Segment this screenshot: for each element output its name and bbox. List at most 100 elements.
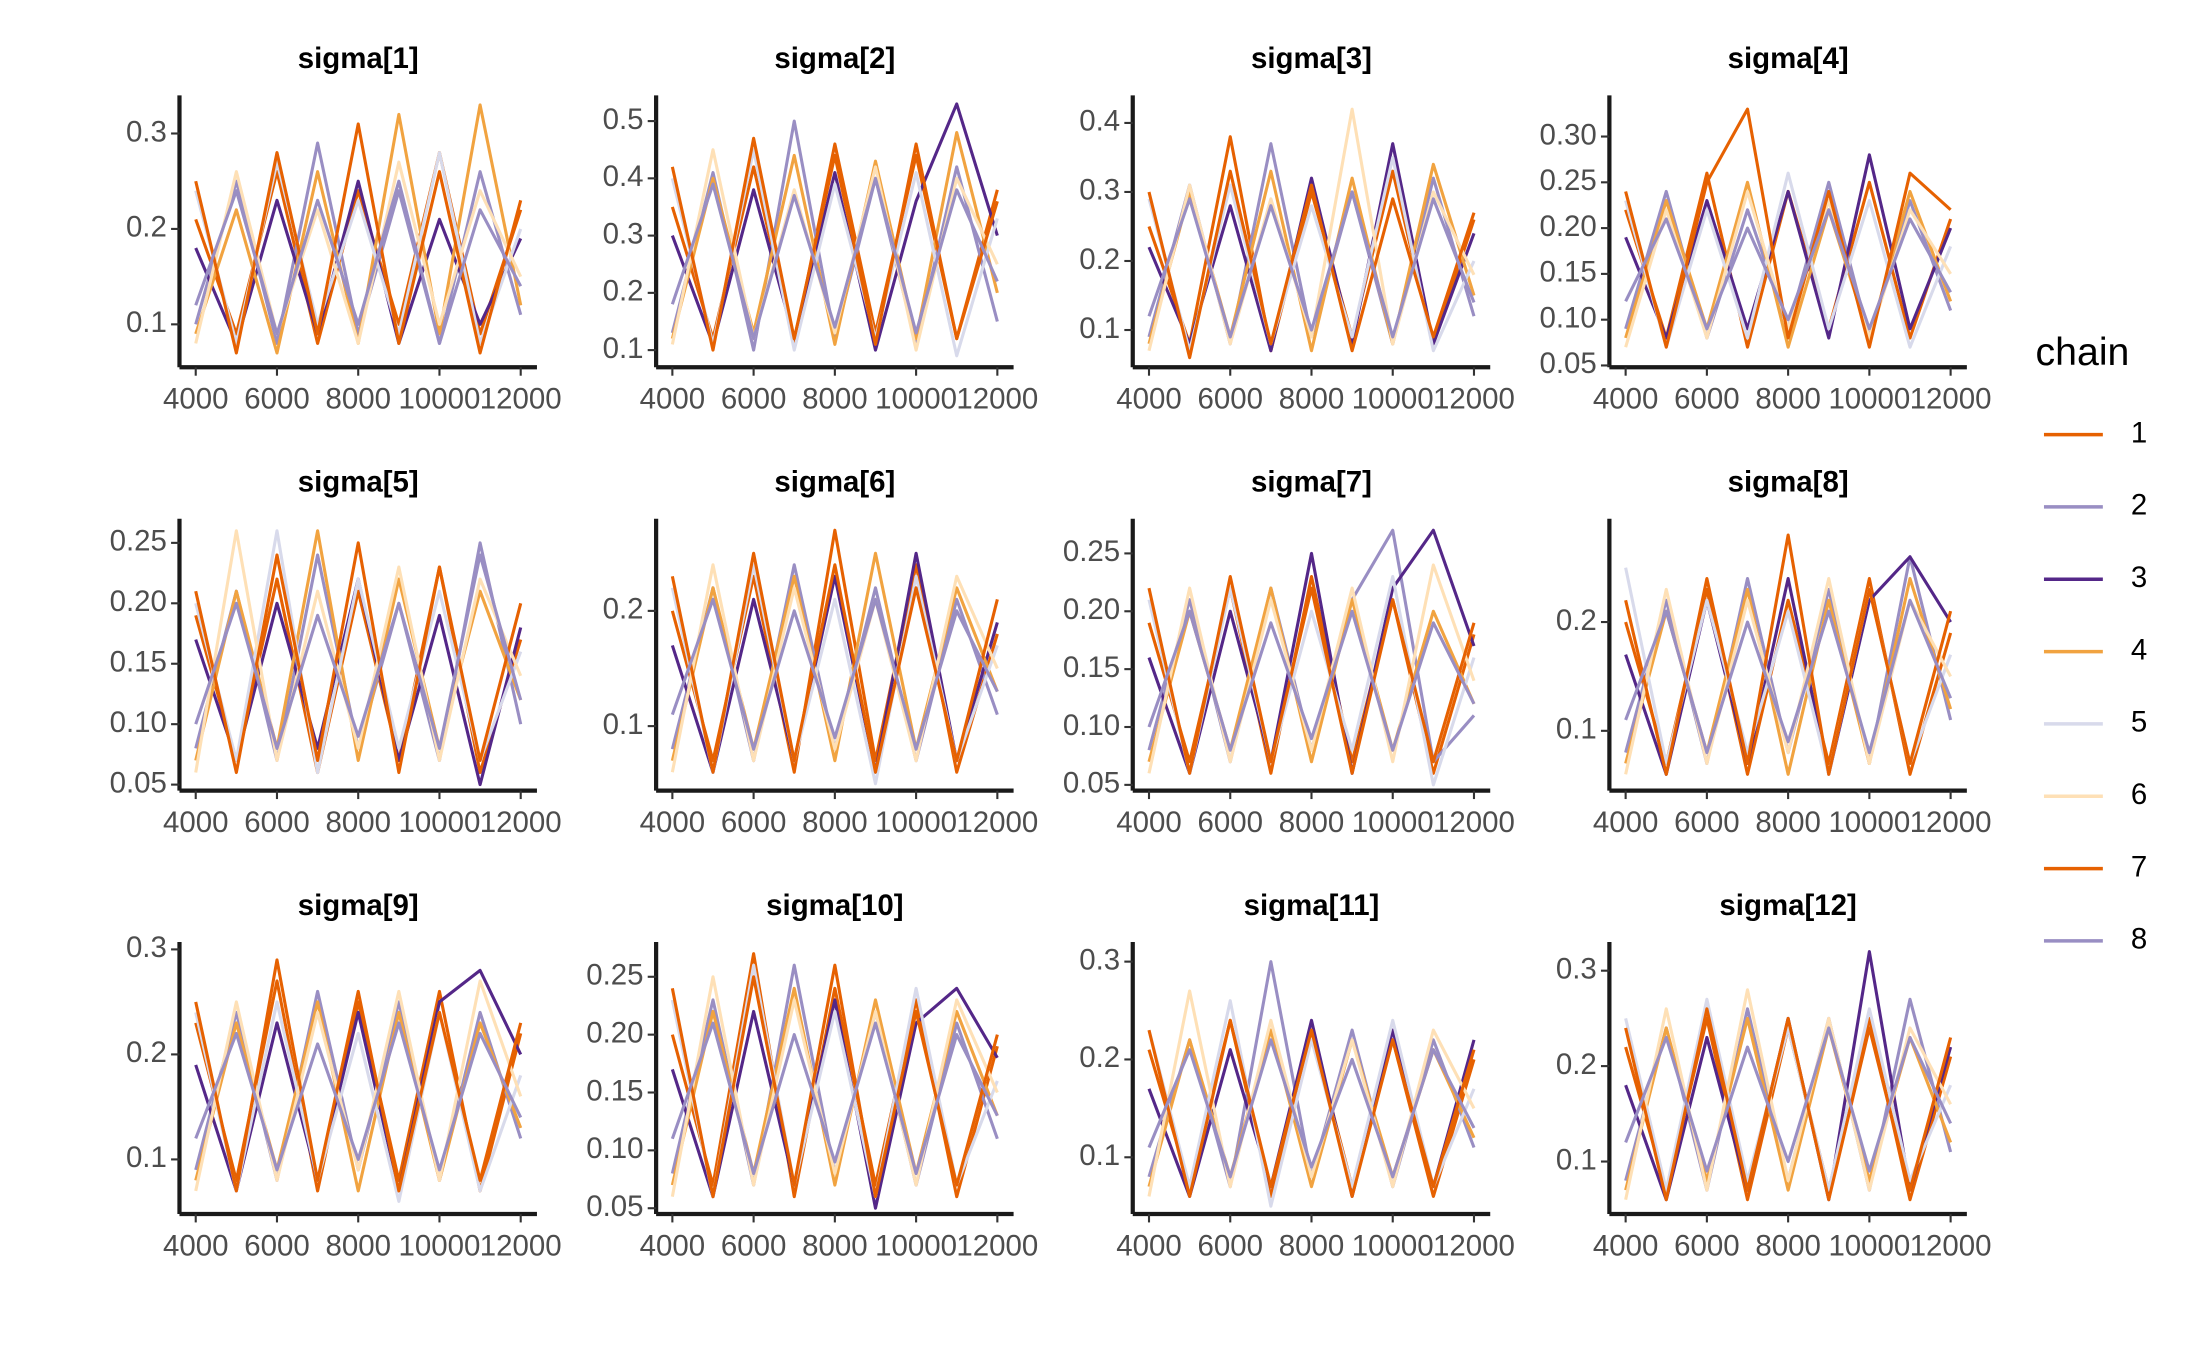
x-tick-label: 4000 — [1593, 383, 1658, 416]
y-tick-label: 0.05 — [1063, 767, 1120, 800]
panel-title: sigma[3] — [1251, 42, 1372, 75]
y-tick-label: 0.1 — [1079, 1139, 1120, 1172]
y-tick-label: 0.15 — [1540, 256, 1597, 289]
panel-title: sigma[5] — [298, 465, 419, 498]
x-tick-label: 10000 — [1828, 806, 1910, 839]
trace-line — [1147, 1018, 1476, 1198]
x-tick-label: 8000 — [802, 1229, 867, 1262]
trace-line — [194, 1021, 523, 1172]
trace-line — [670, 551, 999, 774]
x-tick-label: 10000 — [399, 1229, 481, 1262]
x-tick-label: 10000 — [1352, 806, 1434, 839]
x-tick-label: 12000 — [956, 383, 1038, 416]
y-tick-label: 0.4 — [603, 160, 644, 193]
y-tick-label: 0.15 — [110, 646, 167, 679]
x-tick-label: 12000 — [1910, 383, 1992, 416]
x-tick-label: 10000 — [875, 1229, 957, 1262]
x-tick-label: 6000 — [1198, 1229, 1263, 1262]
x-tick-label: 6000 — [721, 1229, 786, 1262]
trace-line — [1147, 999, 1476, 1208]
y-tick-label: 0.2 — [603, 593, 644, 626]
x-tick-label: 4000 — [163, 806, 228, 839]
y-tick-label: 0.15 — [1063, 651, 1120, 684]
trace-line — [194, 553, 523, 750]
y-tick-label: 0.05 — [1540, 347, 1597, 380]
x-tick-label: 6000 — [244, 1229, 309, 1262]
trace-line — [670, 975, 999, 1197]
x-tick-label: 10000 — [399, 383, 481, 416]
x-tick-label: 8000 — [1755, 1229, 1820, 1262]
x-tick-label: 6000 — [1674, 1229, 1739, 1262]
x-tick-label: 12000 — [480, 1229, 562, 1262]
y-tick-label: 0.05 — [586, 1190, 643, 1223]
x-tick-label: 8000 — [1755, 806, 1820, 839]
x-tick-label: 6000 — [1674, 806, 1739, 839]
trace-line — [1147, 528, 1476, 775]
y-tick-label: 0.3 — [1079, 174, 1120, 207]
panel-title: sigma[1] — [298, 42, 419, 75]
x-tick-label: 4000 — [1593, 1229, 1658, 1262]
x-tick-label: 12000 — [1433, 1229, 1515, 1262]
trace-line — [1624, 208, 1952, 331]
x-tick-label: 8000 — [325, 1229, 390, 1262]
x-tick-label: 6000 — [1674, 383, 1739, 416]
x-tick-label: 4000 — [1116, 383, 1181, 416]
x-tick-label: 4000 — [1116, 1229, 1181, 1262]
y-tick-label: 0.20 — [110, 585, 167, 618]
x-tick-label: 4000 — [640, 806, 705, 839]
trace-line — [1147, 563, 1476, 774]
y-tick-label: 0.2 — [126, 211, 167, 244]
x-tick-label: 12000 — [956, 1229, 1038, 1262]
panel-title: sigma[10] — [766, 889, 903, 922]
panel-title: sigma[9] — [298, 889, 419, 922]
y-tick-label: 0.15 — [586, 1074, 643, 1107]
trace-line — [1624, 997, 1953, 1192]
x-tick-label: 6000 — [721, 383, 786, 416]
trace-line — [194, 979, 523, 1192]
x-tick-label: 6000 — [721, 806, 786, 839]
x-tick-label: 8000 — [1755, 383, 1820, 416]
x-tick-label: 8000 — [1279, 806, 1344, 839]
y-tick-label: 0.3 — [1556, 952, 1597, 985]
x-tick-label: 6000 — [244, 383, 309, 416]
trace-line — [670, 551, 999, 774]
trace-line — [1147, 190, 1476, 339]
x-tick-label: 10000 — [1828, 1229, 1910, 1262]
trace-line — [194, 529, 523, 773]
legend-label: 6 — [2131, 778, 2147, 811]
x-tick-label: 12000 — [480, 806, 562, 839]
y-tick-label: 0.1 — [603, 332, 644, 365]
trace-line — [670, 963, 999, 1199]
y-tick-label: 0.25 — [110, 525, 167, 558]
trace-line — [670, 597, 999, 751]
x-tick-label: 12000 — [1910, 1229, 1992, 1262]
panel-title: sigma[2] — [774, 42, 895, 75]
y-tick-label: 0.1 — [603, 708, 644, 741]
y-tick-label: 0.2 — [1556, 604, 1597, 637]
legend-label: 2 — [2131, 489, 2147, 522]
y-tick-label: 0.10 — [1063, 709, 1120, 742]
y-tick-label: 0.1 — [1079, 312, 1120, 345]
y-tick-label: 0.1 — [1556, 1143, 1597, 1176]
trace-line — [194, 541, 523, 775]
trace-line — [1147, 169, 1476, 360]
x-tick-label: 12000 — [480, 383, 562, 416]
trace-line — [194, 1000, 523, 1203]
x-tick-label: 4000 — [640, 1229, 705, 1262]
trace-line — [1624, 598, 1953, 755]
panel-title: sigma[12] — [1719, 889, 1856, 922]
y-tick-label: 0.5 — [603, 103, 644, 136]
trace-line — [670, 986, 999, 1210]
y-tick-label: 0.2 — [1079, 1041, 1120, 1074]
y-tick-label: 0.25 — [1540, 164, 1597, 197]
trace-line — [1624, 180, 1953, 349]
trace-line — [1147, 609, 1476, 752]
x-tick-label: 8000 — [802, 383, 867, 416]
y-tick-label: 0.05 — [110, 766, 167, 799]
x-tick-label: 10000 — [875, 383, 957, 416]
legend-label: 1 — [2131, 416, 2147, 449]
x-tick-label: 4000 — [1116, 806, 1181, 839]
trace-line — [1624, 1026, 1953, 1173]
y-tick-label: 0.30 — [1540, 118, 1597, 151]
